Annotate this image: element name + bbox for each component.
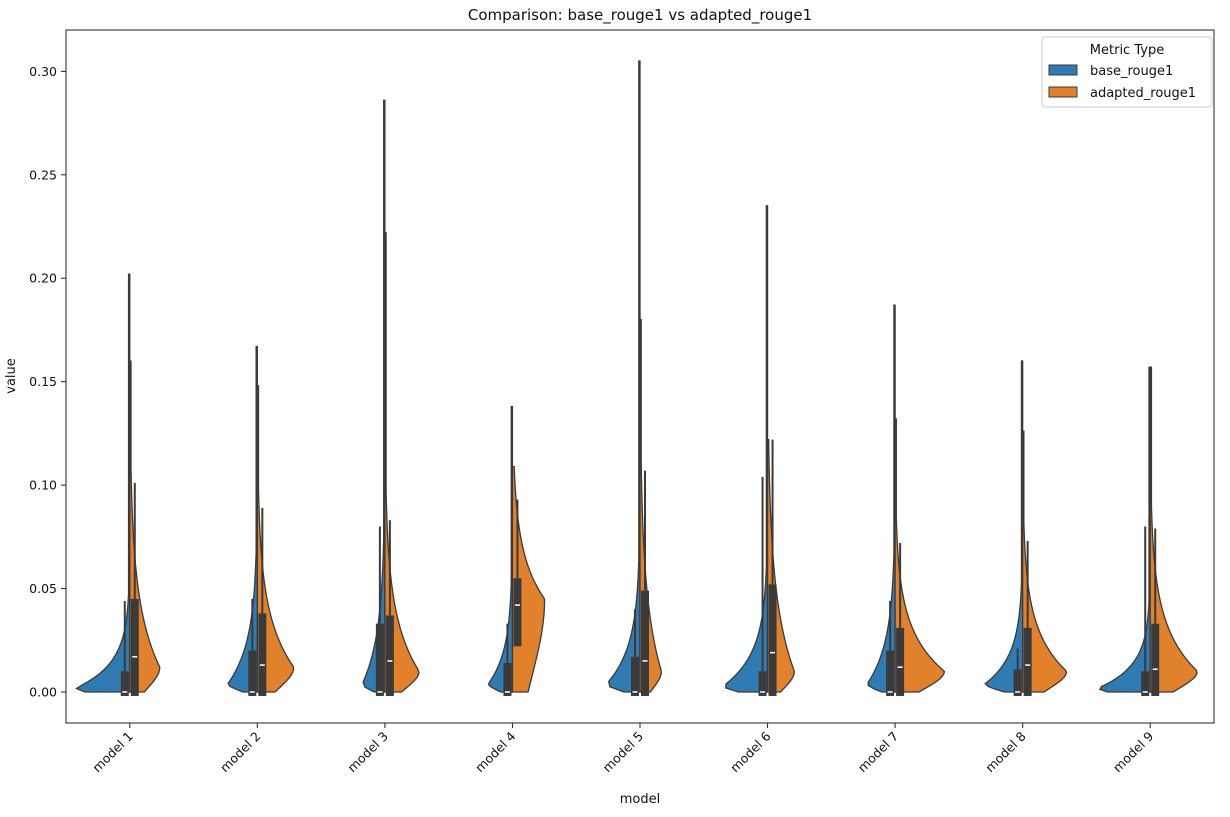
legend-label-adapted: adapted_rouge1: [1090, 86, 1196, 101]
y-tick-label: 0.25: [29, 167, 57, 182]
x-tick-label: model 9: [1110, 728, 1157, 775]
iqr-box: [258, 613, 267, 696]
y-tick-label: 0.00: [29, 684, 57, 699]
y-axis-label: value: [4, 358, 19, 394]
x-tick-label: model 7: [855, 729, 902, 776]
iqr-box: [896, 627, 905, 696]
iqr-box: [130, 598, 139, 696]
plot-frame: [65, 29, 1215, 724]
iqr-box: [375, 623, 384, 696]
iqr-box: [513, 578, 522, 647]
x-tick-label: model 5: [600, 729, 647, 776]
violin-half-base: [1098, 366, 1151, 693]
y-tick-label: 0.05: [29, 581, 57, 596]
y-tick-label: 0.10: [29, 478, 57, 493]
chart-title: Comparison: base_rouge1 vs adapted_rouge…: [468, 6, 812, 25]
iqr-box: [631, 656, 639, 696]
legend: Metric Type base_rouge1 adapted_rouge1: [1041, 36, 1213, 108]
iqr-box: [1141, 671, 1150, 696]
iqr-box: [641, 590, 649, 696]
iqr-box: [503, 663, 512, 696]
legend-label-base: base_rouge1: [1090, 64, 1173, 79]
violin-half-adapted: [1022, 430, 1068, 693]
x-tick-label: model 8: [982, 728, 1029, 775]
violin-half-adapted: [256, 385, 295, 693]
iqr-box: [120, 671, 129, 696]
y-tick-label: 0.30: [29, 64, 57, 79]
iqr-box: [758, 671, 767, 696]
x-tick-label: model 3: [344, 729, 391, 776]
legend-swatch-base: [1048, 64, 1078, 76]
iqr-box: [385, 615, 394, 696]
y-tick-label: 0.20: [29, 271, 57, 286]
iqr-box: [768, 584, 777, 696]
violin-half-base: [608, 60, 641, 693]
iqr-box: [886, 650, 895, 696]
violin-half-base: [362, 99, 386, 693]
violin-half-adapted: [894, 418, 946, 693]
x-tick-label: model 1: [89, 729, 136, 776]
iqr-box: [1013, 669, 1022, 696]
violin-half-base: [725, 205, 769, 693]
legend-box: [1041, 36, 1213, 108]
iqr-box: [1151, 623, 1160, 696]
legend-title: Metric Type: [1090, 43, 1164, 58]
violin-half-base: [984, 360, 1024, 693]
y-tick-label: 0.15: [29, 374, 57, 389]
iqr-box: [1023, 627, 1032, 696]
violin-half-base: [75, 273, 131, 693]
x-tick-label: model 2: [217, 729, 264, 776]
legend-swatch-adapted: [1048, 86, 1078, 98]
violin-half-base: [487, 405, 514, 693]
x-axis-label: model: [620, 792, 660, 807]
violin-half-adapted: [1149, 366, 1198, 693]
x-tick-label: model 4: [472, 728, 519, 775]
iqr-box: [248, 650, 257, 696]
x-tick-label: model 6: [727, 728, 774, 775]
